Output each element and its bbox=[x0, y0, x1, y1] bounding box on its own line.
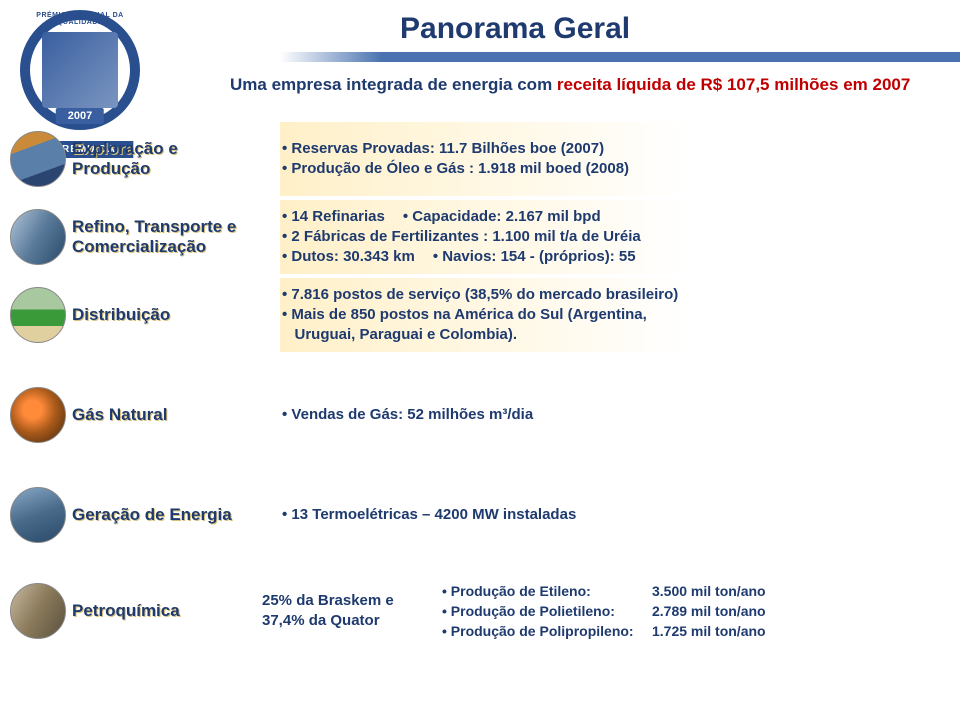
subtitle-highlight: receita líquida de R$ 107,5 milhões em 2… bbox=[557, 75, 910, 94]
petro-r1-val: 2.789 mil ton/ano bbox=[652, 601, 766, 621]
petro-r1-label: Produção de Polietileno: bbox=[442, 601, 652, 621]
label-refino-l1: Refino, Transporte e bbox=[72, 217, 236, 236]
label-refino: Refino, Transporte e Comercialização bbox=[72, 217, 282, 258]
petro-left: 25% da Braskem e 37,4% da Quator bbox=[262, 591, 442, 632]
petro-left-l2: 37,4% da Quator bbox=[262, 612, 380, 629]
photo-refino bbox=[10, 209, 66, 265]
subtitle: Uma empresa integrada de energia com rec… bbox=[230, 75, 910, 95]
row-petroquimica: Petroquímica 25% da Braskem e 37,4% da Q… bbox=[0, 568, 960, 654]
page-title: Panorama Geral bbox=[400, 12, 630, 46]
content-distribuicao: 7.816 postos de serviço (38,5% do mercad… bbox=[282, 285, 960, 346]
photo-petroquimica bbox=[10, 583, 66, 639]
refino-b3b: Navios: 154 - (próprios): 55 bbox=[433, 248, 636, 265]
label-exploracao-l1: Exploração e bbox=[72, 139, 178, 158]
row-distribuicao: Distribuição 7.816 postos de serviço (38… bbox=[0, 276, 960, 354]
exploracao-b2: Produção de Óleo e Gás : 1.918 mil boed … bbox=[282, 159, 940, 179]
petro-r0-label: Produção de Etileno: bbox=[442, 581, 652, 601]
petro-r0-val: 3.500 mil ton/ano bbox=[652, 581, 766, 601]
photo-distribuicao bbox=[10, 287, 66, 343]
row-gas: Gás Natural Vendas de Gás: 52 milhões m³… bbox=[0, 372, 960, 458]
refino-b2: 2 Fábricas de Fertilizantes : 1.100 mil … bbox=[282, 227, 940, 247]
photo-energia bbox=[10, 487, 66, 543]
row-refino: Refino, Transporte e Comercialização 14 … bbox=[0, 198, 960, 276]
content-exploracao: Reservas Provadas: 11.7 Bilhões boe (200… bbox=[282, 139, 960, 180]
petro-r2-label: Produção de Polipropileno: bbox=[442, 621, 652, 641]
exploracao-b1: Reservas Provadas: 11.7 Bilhões boe (200… bbox=[282, 139, 940, 159]
petro-row-1: Produção de Polietileno:2.789 mil ton/an… bbox=[442, 601, 960, 621]
petro-r2-val: 1.725 mil ton/ano bbox=[652, 621, 766, 641]
refino-b3a: Dutos: 30.343 km bbox=[282, 248, 415, 265]
petro-row-2: Produção de Polipropileno:1.725 mil ton/… bbox=[442, 621, 960, 641]
label-refino-l2: Comercialização bbox=[72, 237, 206, 256]
row-exploracao: Exploração e Produção Reservas Provadas:… bbox=[0, 120, 960, 198]
label-exploracao-l2: Produção bbox=[72, 159, 150, 178]
row-energia: Geração de Energia 13 Termoelétricas – 4… bbox=[0, 472, 960, 558]
petro-row-0: Produção de Etileno:3.500 mil ton/ano bbox=[442, 581, 960, 601]
label-gas: Gás Natural bbox=[72, 405, 282, 425]
distrib-b2: Mais de 850 postos na América do Sul (Ar… bbox=[282, 305, 940, 325]
logo-ring: 2007 bbox=[20, 10, 140, 130]
petro-right: Produção de Etileno:3.500 mil ton/ano Pr… bbox=[442, 581, 960, 642]
subtitle-prefix: Uma empresa integrada de energia com bbox=[230, 75, 557, 94]
energia-b1: 13 Termoelétricas – 4200 MW instaladas bbox=[282, 505, 940, 525]
photo-gas bbox=[10, 387, 66, 443]
label-distribuicao: Distribuição bbox=[72, 305, 282, 325]
slide: 2007 PREMIADA Panorama Geral Uma empresa… bbox=[0, 0, 960, 710]
distrib-b2b: Uruguai, Paraguai e Colombia). bbox=[282, 325, 940, 345]
refino-b1b: Capacidade: 2.167 mil bpd bbox=[403, 208, 601, 225]
sections-container: Exploração e Produção Reservas Provadas:… bbox=[0, 120, 960, 654]
photo-exploracao bbox=[10, 131, 66, 187]
distrib-b1: 7.816 postos de serviço (38,5% do mercad… bbox=[282, 285, 940, 305]
content-refino: 14 Refinarias Capacidade: 2.167 mil bpd 2… bbox=[282, 207, 960, 268]
label-exploracao: Exploração e Produção bbox=[72, 139, 282, 180]
petro-left-l1: 25% da Braskem e bbox=[262, 592, 394, 609]
gas-b1: Vendas de Gás: 52 milhões m³/dia bbox=[282, 405, 940, 425]
refino-b1a: 14 Refinarias bbox=[282, 208, 385, 225]
refino-b3: Dutos: 30.343 km Navios: 154 - (próprios)… bbox=[282, 247, 940, 267]
content-energia: 13 Termoelétricas – 4200 MW instaladas bbox=[282, 505, 960, 525]
label-energia: Geração de Energia bbox=[72, 505, 282, 525]
logo-inner bbox=[42, 32, 118, 108]
label-petroquimica: Petroquímica bbox=[72, 601, 262, 621]
refino-b1: 14 Refinarias Capacidade: 2.167 mil bpd bbox=[282, 207, 940, 227]
title-bar bbox=[280, 52, 960, 62]
content-gas: Vendas de Gás: 52 milhões m³/dia bbox=[282, 405, 960, 425]
